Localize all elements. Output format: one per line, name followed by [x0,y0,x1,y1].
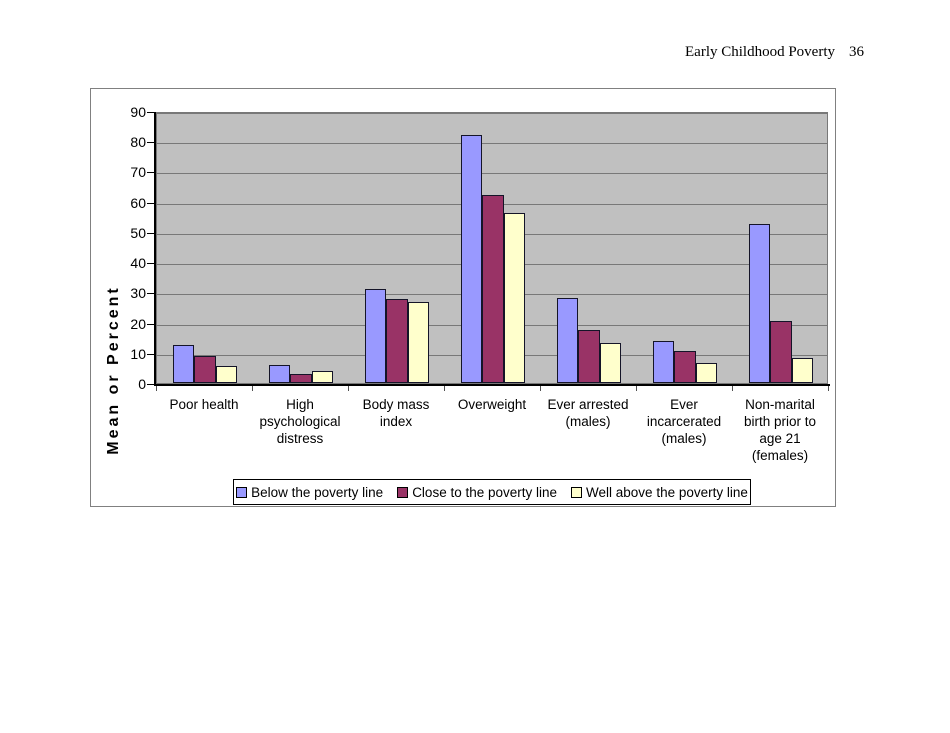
x-category-label: High psychological distress [259,397,341,446]
bar [386,299,408,383]
y-tick-mark [147,233,154,234]
y-tick-label: 20 [130,316,146,332]
y-tick-mark [147,324,154,325]
bar-chart: Mean or Percent 0 10 20 30 40 50 60 70 80 90 Poor… [90,88,836,507]
y-tick-label: 10 [130,346,146,362]
legend-swatch-icon [236,486,248,498]
x-tick-mark [156,386,157,391]
bar [770,321,792,383]
header-page-number: 36 [849,44,864,60]
legend-label: Close to the poverty line [412,484,558,500]
bar [748,224,771,383]
x-tick-mark [828,386,829,391]
bar [599,342,622,383]
bar [652,341,675,383]
bar [172,344,195,383]
y-tick-label: 60 [130,195,146,211]
bar [556,297,579,383]
legend-label: Below the poverty line [251,484,384,500]
y-tick-mark [147,263,154,264]
y-tick-label: 50 [130,225,146,241]
y-tick-label: 70 [130,164,146,180]
y-tick-mark [147,112,154,113]
bar [194,355,216,383]
gridline [157,143,827,144]
bar [460,135,483,383]
x-axis-line [154,384,830,386]
gridline [157,113,827,114]
y-tick-label: 0 [138,376,146,392]
legend-item: Below the poverty line [236,485,383,500]
y-tick-mark [147,384,154,385]
y-tick-label: 40 [130,255,146,271]
x-category-label: Body mass index [362,397,430,429]
bar [791,358,814,383]
y-tick-label: 90 [130,104,146,120]
legend-label: Well above the poverty line [586,484,748,500]
bar [215,366,238,383]
x-tick-mark [732,386,733,391]
legend-item: Well above the poverty line [571,485,748,500]
y-tick-mark [147,172,154,173]
y-tick-mark [147,354,154,355]
legend-item: Close to the poverty line [397,485,557,500]
header-title: Early Childhood Poverty [685,44,835,60]
bar [503,213,526,383]
y-tick-mark [147,142,154,143]
y-tick-mark [147,203,154,204]
bar [695,363,718,383]
plot-area [156,112,828,384]
x-category-label: Overweight [457,397,527,412]
x-tick-mark [348,386,349,391]
bar [482,194,504,383]
y-tick-label: 30 [130,285,146,301]
legend-swatch-icon [397,486,409,498]
bar [364,289,387,383]
x-category-label: Poor health [169,397,239,412]
x-category-label: Non-marital birth prior to age 21 (femal… [743,397,817,463]
page-header: Early Childhood Poverty 36 [0,44,864,61]
x-tick-mark [636,386,637,391]
x-tick-mark [540,386,541,391]
x-category-label: Ever arrested (males) [547,397,629,429]
x-category-label: Ever incarcerated (males) [646,397,722,446]
gridline [157,173,827,174]
y-axis-line [154,112,156,386]
bar [268,364,291,383]
legend: Below the poverty line Close to the pover… [233,479,751,505]
x-tick-mark [444,386,445,391]
bar [311,371,334,383]
bar [290,373,312,383]
bar [674,350,696,383]
y-tick-label: 80 [130,134,146,150]
x-tick-mark [252,386,253,391]
bar [407,302,430,383]
y-tick-mark [147,293,154,294]
bar [578,330,600,383]
legend-swatch-icon [571,486,583,498]
